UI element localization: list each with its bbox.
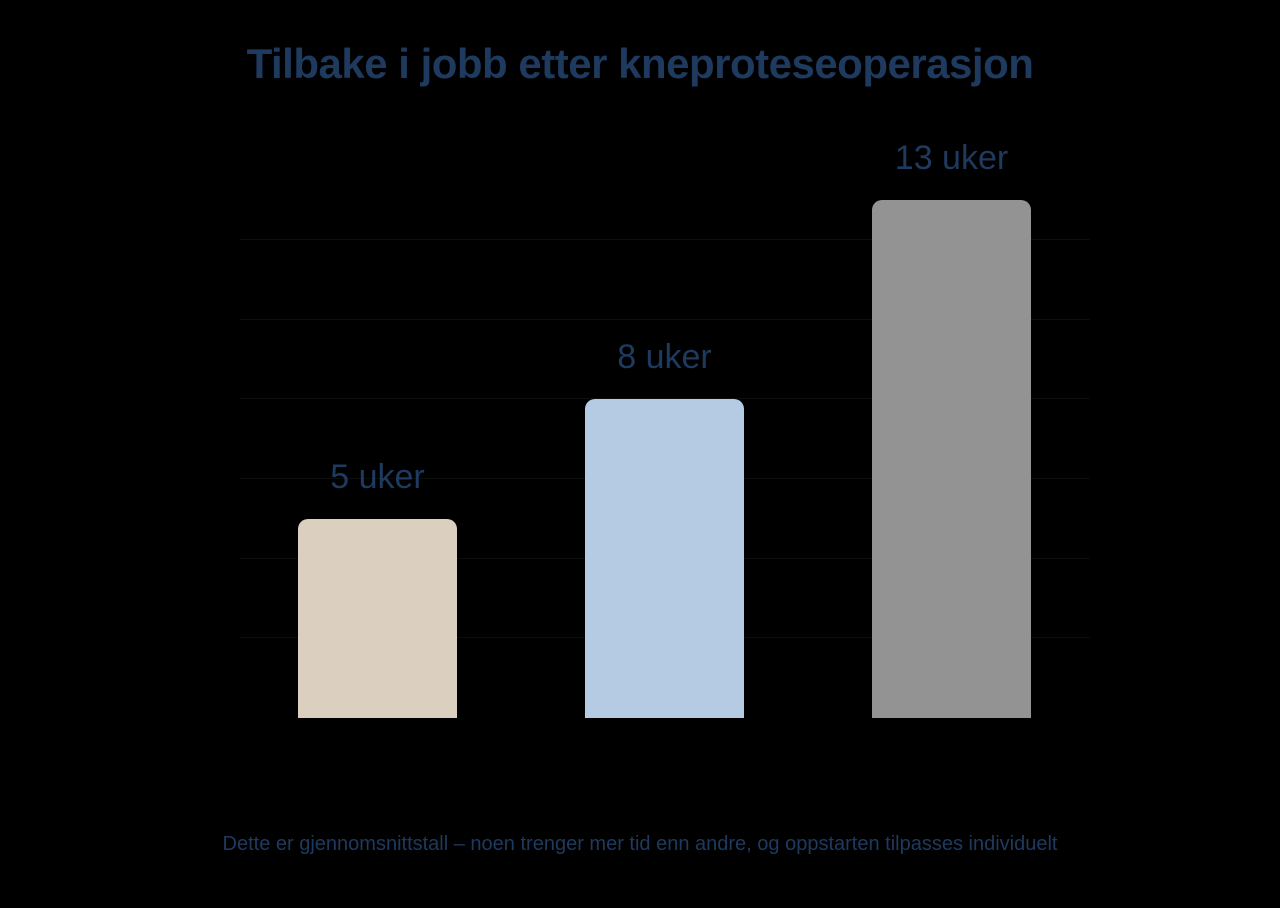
bar-value-label: 5 uker	[330, 458, 425, 496]
bar-group-1: 5 uker	[298, 449, 457, 718]
bar-value-label: 8 uker	[617, 338, 712, 376]
bar-3	[872, 200, 1031, 718]
bar-2	[585, 399, 744, 718]
bar-group-3: 13 uker	[872, 130, 1031, 718]
bar-1	[298, 519, 457, 718]
gridline	[240, 239, 1090, 240]
footnote: Dette er gjennomsnittstall – noen trenge…	[222, 833, 1058, 855]
bar-value-label: 13 uker	[894, 139, 1009, 177]
bar-group-2: 8 uker	[585, 329, 744, 718]
chart-title: Tilbake i jobb etter kneproteseoperasjon	[246, 40, 1034, 87]
gridline	[240, 398, 1090, 399]
gridline	[240, 319, 1090, 320]
plot-area: 5 uker 8 uker 13 uker	[240, 120, 1090, 718]
